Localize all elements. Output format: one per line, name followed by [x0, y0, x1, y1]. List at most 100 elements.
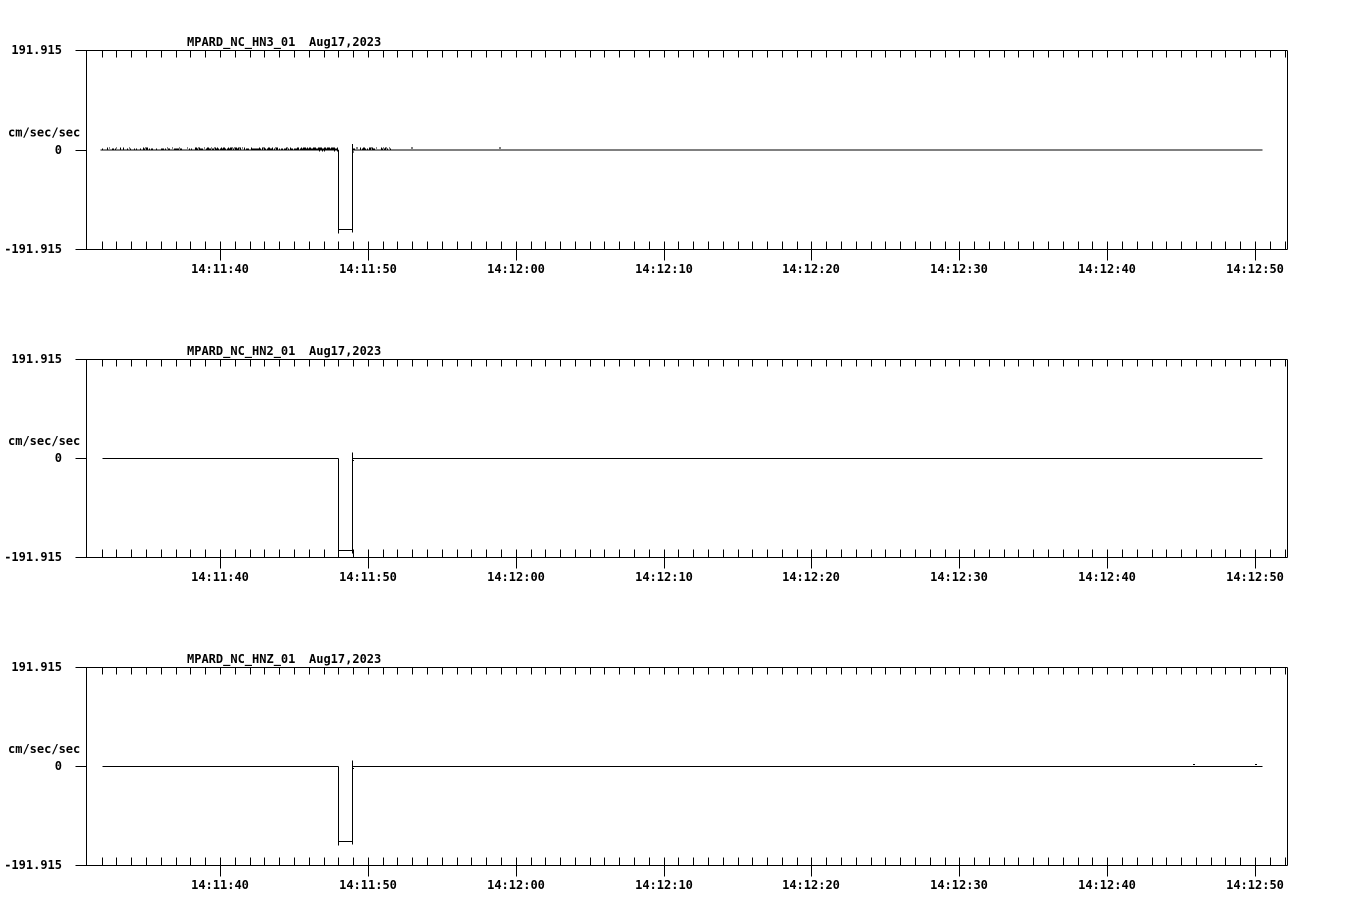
x-tick-label: 14:12:10: [635, 878, 693, 892]
noise-dot: [242, 147, 243, 149]
noise-dot: [116, 147, 117, 149]
noise-dot: [260, 148, 261, 150]
noise-dot: [107, 148, 108, 150]
noise-dot: [334, 148, 335, 150]
noise-dot: [187, 147, 188, 149]
noise-dot: [301, 147, 302, 149]
noise-dot: [324, 148, 325, 150]
noise-dot: [318, 147, 319, 149]
x-tick-label: 14:12:30: [930, 570, 988, 584]
noise-dot: [327, 148, 328, 150]
x-tick-label: 14:12:50: [1226, 570, 1284, 584]
noise-dot: [363, 148, 364, 150]
noise-dot: [302, 148, 303, 150]
noise-dot: [334, 147, 335, 149]
noise-dot: [178, 148, 179, 150]
noise-dot: [252, 148, 253, 150]
noise-dot: [290, 148, 291, 150]
noise-dot: [129, 147, 130, 149]
noise-dot: [216, 148, 217, 150]
noise-dot: [284, 148, 285, 150]
noise-dot: [295, 148, 296, 150]
noise-dot: [323, 148, 324, 150]
noise-dot: [152, 148, 153, 150]
y-tick-label: -191.915: [4, 242, 62, 256]
noise-dot: [315, 147, 316, 149]
x-tick-label: 14:12:50: [1226, 262, 1284, 276]
noise-dot: [275, 147, 276, 149]
trace-speck: [1193, 764, 1195, 765]
noise-dot: [228, 147, 229, 149]
noise-dot: [209, 148, 210, 150]
noise-dot: [233, 148, 234, 150]
noise-dot: [236, 147, 237, 149]
noise-dot: [357, 147, 358, 149]
noise-dot: [229, 148, 230, 150]
noise-dot: [169, 148, 170, 150]
noise-dot: [381, 148, 382, 150]
noise-dot: [165, 148, 166, 150]
x-tick-label: 14:11:40: [191, 262, 249, 276]
noise-dot: [228, 148, 229, 150]
x-tick-label: 14:12:50: [1226, 878, 1284, 892]
noise-dot: [198, 147, 199, 149]
noise-dot: [232, 147, 233, 149]
noise-dot: [147, 147, 148, 149]
noise-dot: [134, 148, 135, 150]
noise-dot: [329, 148, 330, 150]
noise-dot: [127, 148, 128, 150]
noise-dot: [325, 147, 326, 149]
noise-dot: [328, 148, 329, 150]
noise-dot: [314, 148, 315, 150]
noise-dot: [356, 147, 357, 149]
noise-dot: [246, 148, 247, 150]
noise-dot: [201, 148, 202, 150]
noise-dot: [167, 147, 168, 149]
noise-dot: [269, 147, 270, 149]
noise-dot: [310, 147, 311, 149]
noise-dot: [168, 148, 169, 150]
noise-dot: [328, 147, 329, 149]
noise-dot: [202, 148, 203, 150]
noise-dot: [316, 148, 317, 150]
noise-dot: [120, 147, 121, 149]
noise-dot: [264, 148, 265, 150]
noise-dot: [336, 148, 337, 150]
noise-dot: [207, 148, 208, 150]
noise-dot: [321, 147, 322, 149]
noise-dot: [199, 148, 200, 150]
pulse-zero-serif: [353, 768, 354, 769]
noise-dot: [303, 147, 304, 149]
noise-dot: [244, 147, 245, 149]
y-tick-label: 0: [55, 451, 62, 465]
noise-dot: [208, 147, 209, 149]
seismogram-panel-MPARD_NC_HN3_01: 191.915 0 -191.915 cm/sec/sec MPARD_NC_HN3_0…: [4, 35, 1288, 276]
noise-dot: [335, 148, 336, 150]
noise-dot: [272, 147, 273, 149]
noise-dot: [332, 148, 333, 150]
noise-dot: [286, 147, 287, 149]
noise-dot: [237, 148, 238, 150]
x-tick-label: 14:12:20: [782, 570, 840, 584]
noise-dot: [372, 147, 373, 149]
noise-dot: [253, 148, 254, 150]
noise-dot: [313, 147, 314, 149]
noise-dot: [225, 148, 226, 150]
noise-dot: [327, 147, 328, 149]
panel-title-station: MPARD_NC_HNZ_01: [187, 652, 295, 667]
noise-dot: [255, 148, 256, 150]
noise-dot: [333, 147, 334, 149]
noise-dot: [383, 147, 384, 149]
noise-dot: [317, 148, 318, 150]
x-tick-label: 14:12:10: [635, 570, 693, 584]
noise-dot: [297, 147, 298, 149]
noise-dot: [314, 147, 315, 149]
noise-dot: [223, 148, 224, 150]
noise-dot: [319, 147, 320, 149]
x-tick-label: 14:12:00: [487, 262, 545, 276]
noise-dot: [238, 148, 239, 150]
noise-dot: [290, 147, 291, 149]
noise-dot: [282, 148, 283, 150]
noise-dot: [390, 148, 391, 150]
noise-dot: [143, 148, 144, 150]
